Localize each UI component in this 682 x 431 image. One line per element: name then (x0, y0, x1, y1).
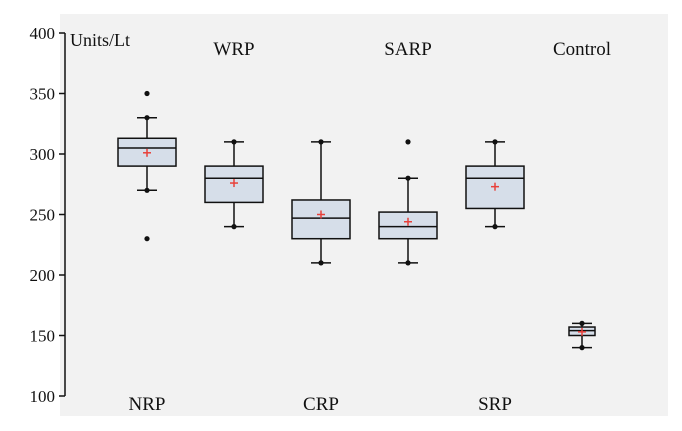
category-label-sarp: SARP (384, 39, 432, 60)
y-tick-label: 200 (30, 266, 56, 285)
whisker-high-dot (492, 139, 498, 145)
plot-background (60, 14, 668, 416)
y-tick-label: 300 (30, 145, 56, 164)
whisker-low-dot (231, 224, 237, 230)
outlier-point (144, 90, 150, 97)
whisker-high-dot (318, 139, 324, 145)
whisker-high-dot (144, 115, 150, 121)
box-nrp (117, 90, 177, 242)
boxes (117, 90, 596, 351)
whisker-high-dot (579, 320, 585, 326)
whisker-low-dot (579, 345, 585, 351)
category-label-control: Control (553, 39, 611, 60)
whisker-high-dot (231, 139, 237, 145)
box-wrp (204, 139, 264, 230)
category-label-srp: SRP (478, 394, 512, 415)
category-label-nrp: NRP (129, 394, 166, 415)
category-labels: NRP WRP CRP SARP SRP Control (129, 39, 612, 415)
box-control (568, 320, 596, 351)
outlier-point (144, 236, 150, 242)
y-tick-label: 100 (30, 387, 56, 406)
whisker-low-dot (492, 224, 498, 230)
whisker-low-dot (405, 260, 411, 266)
category-label-crp: CRP (303, 394, 339, 415)
iqr-box (291, 199, 351, 240)
box-sarp (378, 139, 438, 266)
whisker-low-dot (144, 187, 150, 193)
unit-label: Units/Lt (70, 30, 130, 50)
whisker-low-dot (318, 260, 324, 266)
y-tick-label: 350 (30, 85, 56, 104)
y-tick-label: 150 (30, 327, 56, 346)
box-srp (465, 139, 525, 230)
y-tick-label: 250 (30, 206, 56, 225)
category-label-wrp: WRP (213, 39, 254, 60)
outlier-point (405, 139, 411, 145)
y-tick-label: 400 (30, 24, 56, 43)
whisker-high-dot (405, 175, 411, 181)
box-crp (291, 139, 351, 266)
y-axis: 100 150 200 250 300 350 400 (30, 24, 66, 406)
